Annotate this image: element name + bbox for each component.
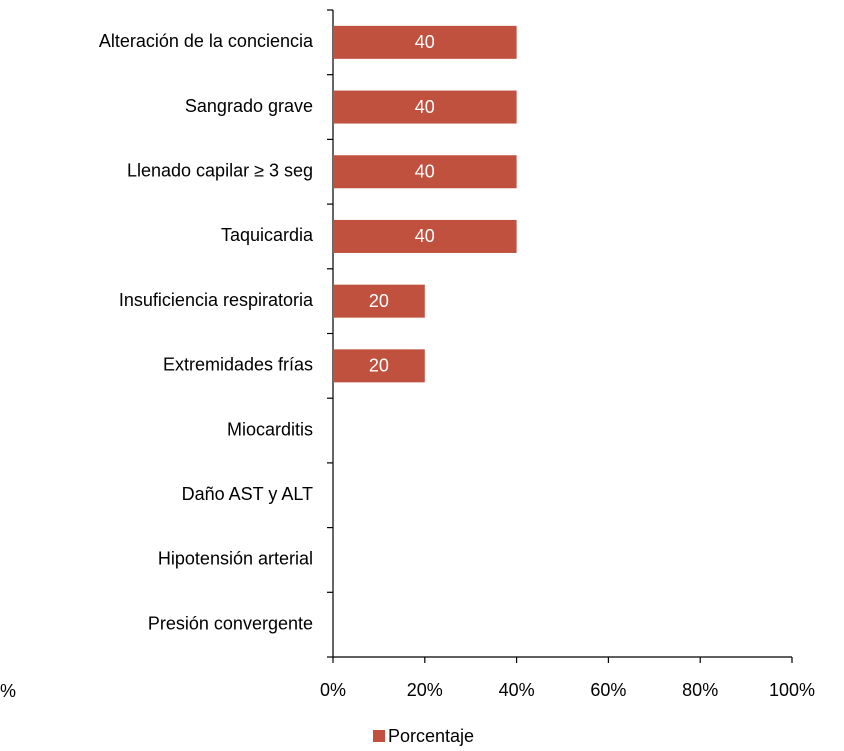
x-tick-label: 80% bbox=[682, 680, 718, 700]
x-tick-label: 20% bbox=[407, 680, 443, 700]
data-label: 20 bbox=[369, 356, 389, 376]
data-label: 20 bbox=[369, 291, 389, 311]
bar bbox=[333, 155, 517, 189]
bar bbox=[333, 349, 425, 383]
bar bbox=[333, 219, 517, 253]
category-label: Alteración de la conciencia bbox=[99, 31, 314, 51]
category-label: Llenado capilar ≥ 3 seg bbox=[127, 161, 313, 181]
data-label: 40 bbox=[415, 97, 435, 117]
data-label: 40 bbox=[415, 32, 435, 52]
legend-label: Porcentaje bbox=[388, 726, 474, 746]
data-label: 40 bbox=[415, 226, 435, 246]
bar bbox=[333, 90, 517, 124]
category-label: Hipotensión arterial bbox=[158, 549, 313, 569]
data-label: 40 bbox=[415, 162, 435, 182]
x-tick-label: 100% bbox=[769, 680, 815, 700]
category-label: Miocarditis bbox=[227, 419, 313, 439]
bar bbox=[333, 25, 517, 59]
category-label: Sangrado grave bbox=[185, 96, 313, 116]
category-label: Taquicardia bbox=[221, 225, 314, 245]
category-label: Presión convergente bbox=[148, 613, 313, 633]
category-label: Extremidades frías bbox=[163, 355, 313, 375]
x-tick-label: 0% bbox=[320, 680, 346, 700]
legend-swatch bbox=[373, 730, 385, 742]
category-label: Daño AST y ALT bbox=[182, 484, 313, 504]
bar bbox=[333, 284, 425, 318]
stray-label: % bbox=[0, 681, 16, 701]
x-tick-label: 40% bbox=[499, 680, 535, 700]
category-label: Insuficiencia respiratoria bbox=[119, 290, 314, 310]
x-tick-label: 60% bbox=[590, 680, 626, 700]
